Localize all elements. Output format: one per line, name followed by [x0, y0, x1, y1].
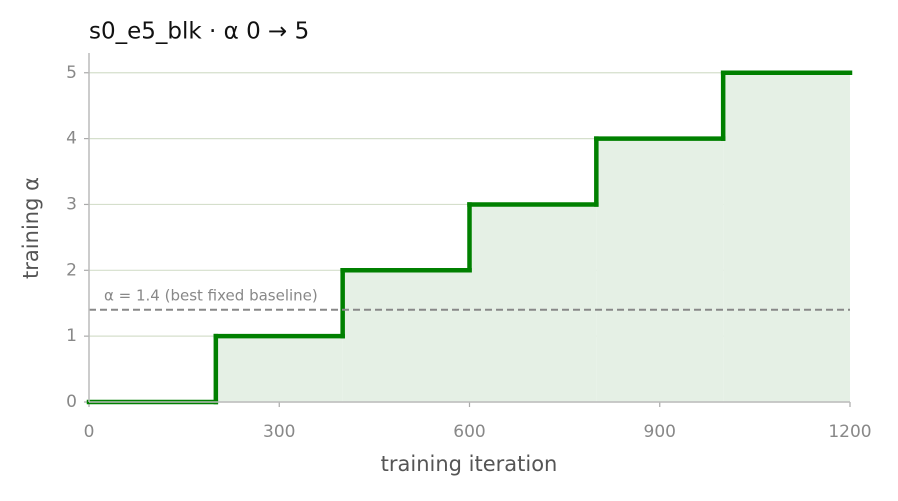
x-axis-label: training iteration — [381, 452, 558, 476]
x-tick-label: 600 — [453, 422, 485, 442]
x-tick-label: 300 — [263, 422, 295, 442]
y-tick-label: 4 — [66, 129, 77, 149]
area-fill — [596, 138, 724, 403]
x-tick-label: 900 — [644, 422, 676, 442]
area-fill — [215, 336, 343, 402]
area-fill — [723, 72, 850, 403]
y-tick-label: 1 — [66, 326, 77, 346]
area-fill — [469, 204, 597, 402]
y-axis-label: training α — [19, 177, 43, 279]
y-tick-label: 5 — [66, 63, 77, 83]
y-tick-label: 3 — [66, 194, 77, 214]
x-tick-label: 1200 — [828, 422, 871, 442]
area-fill — [342, 270, 470, 402]
x-tick-label: 0 — [84, 422, 95, 442]
chart-title: s0_e5_blk · α 0 → 5 — [89, 19, 309, 45]
y-tick-label: 0 — [66, 392, 77, 412]
y-tick-label: 2 — [66, 260, 77, 280]
reference-label: α = 1.4 (best fixed baseline) — [104, 286, 318, 304]
